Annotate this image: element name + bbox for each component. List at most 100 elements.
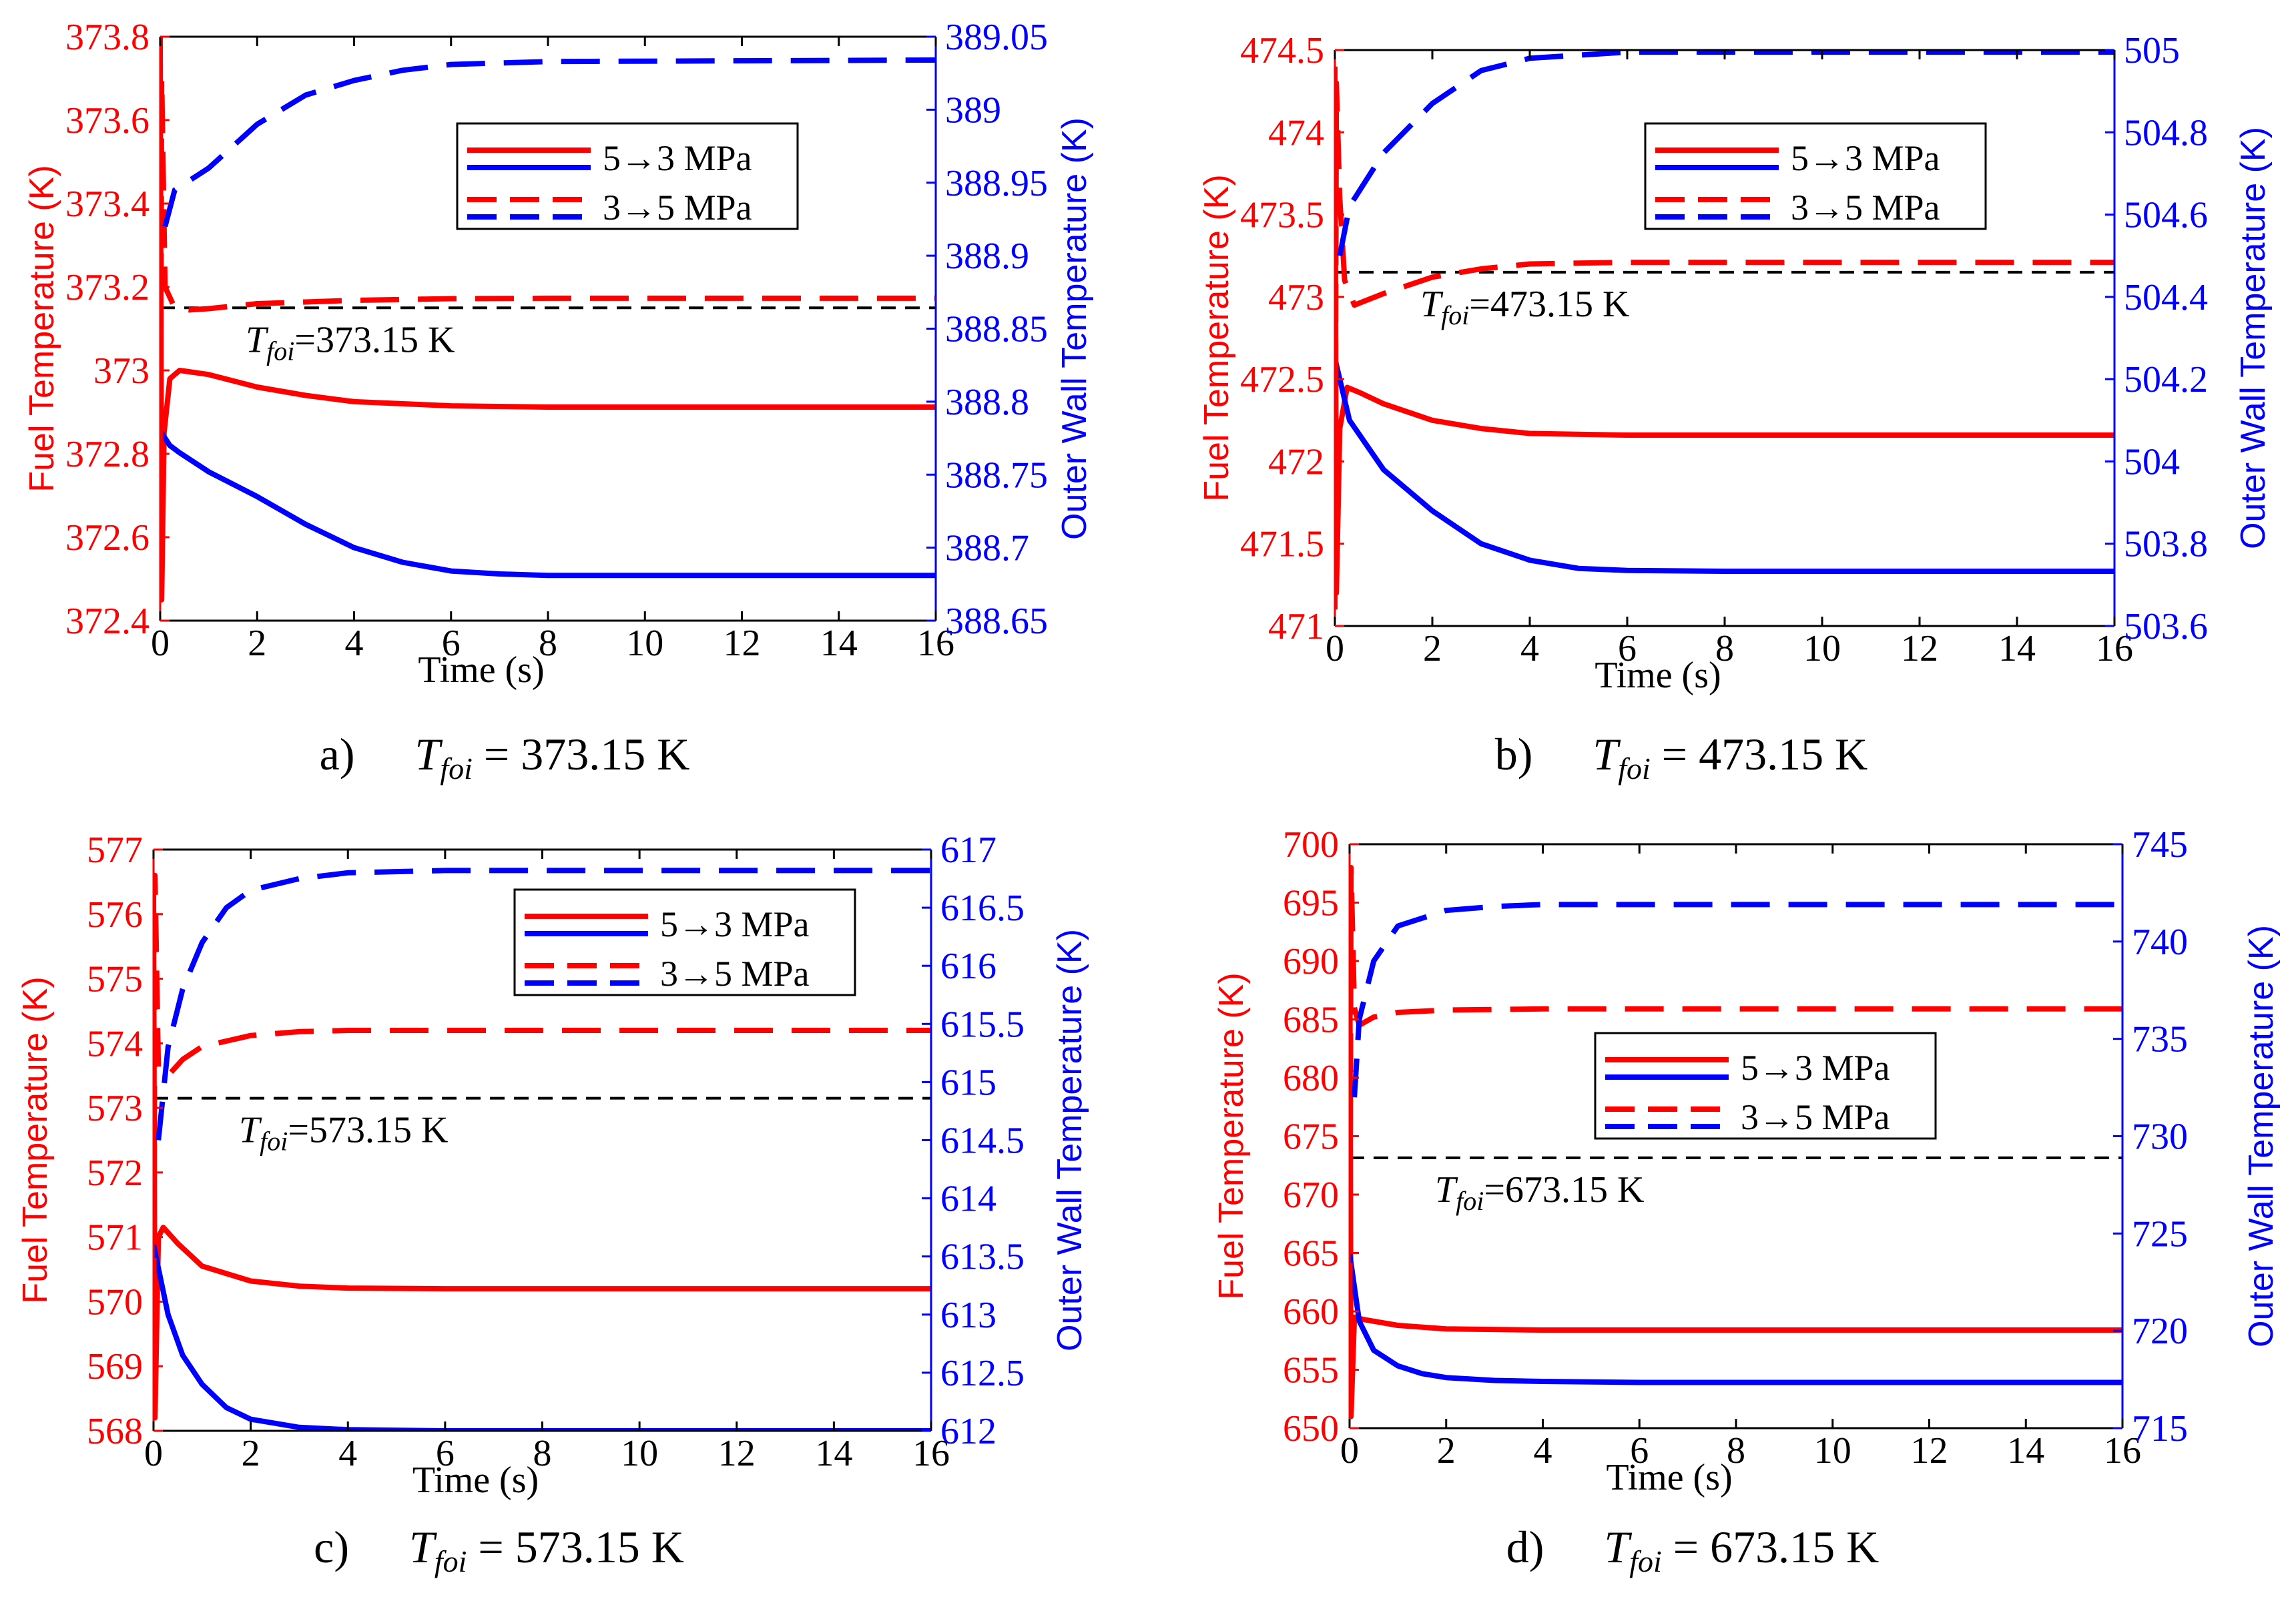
- right-tick-label: 388.95: [945, 163, 1048, 204]
- legend-label: 3→5 MPa: [660, 954, 810, 994]
- left-axis-label: Fuel Temperature (K): [1212, 972, 1251, 1299]
- right-tick-label: 388.75: [945, 454, 1048, 496]
- left-tick-label: 685: [1283, 1000, 1339, 1041]
- left-tick-label: 660: [1283, 1291, 1339, 1333]
- x-tick-label: 14: [2007, 1430, 2044, 1472]
- legend-box: [456, 122, 799, 230]
- series-line: [1335, 358, 2114, 574]
- right-tick-label: 504.6: [2124, 195, 2208, 236]
- caption-subscript: foi: [435, 1544, 467, 1578]
- right-tick-label: 612: [940, 1411, 996, 1452]
- x-tick-label: 14: [815, 1433, 852, 1474]
- x-tick-label: 14: [820, 623, 858, 664]
- x-tick-label: 10: [621, 1433, 658, 1474]
- legend-label: 3→5 MPa: [603, 188, 752, 228]
- series-line: [1350, 1252, 2122, 1385]
- x-tick-label: 8: [1715, 628, 1734, 669]
- right-tick-label: 715: [2132, 1408, 2188, 1450]
- ref-value: =573.15 K: [288, 1110, 448, 1151]
- panel-caption: d) Tfoi = 673.15 K: [1506, 1522, 1880, 1578]
- left-tick-label: 576: [87, 894, 143, 936]
- x-tick-label: 12: [718, 1433, 756, 1474]
- right-tick-label: 504.4: [2124, 277, 2208, 318]
- legend-label: 3→5 MPa: [1741, 1097, 1890, 1137]
- left-tick-label: 575: [87, 959, 143, 1000]
- right-axis-label: Outer Wall Temperature (K): [2242, 925, 2281, 1347]
- right-tick-label: 388.85: [945, 309, 1048, 350]
- left-tick-label: 472: [1268, 441, 1324, 483]
- x-tick-label: 8: [533, 1433, 552, 1474]
- series-line: [162, 57, 936, 228]
- left-tick-label: 472.5: [1240, 359, 1324, 400]
- caption-label: c): [314, 1522, 349, 1572]
- x-tick-label: 6: [1630, 1430, 1649, 1472]
- caption-value: = 573.15 K: [467, 1522, 683, 1572]
- x-tick-label: 16: [912, 1433, 950, 1474]
- series-line: [1335, 66, 2114, 596]
- right-tick-label: 735: [2132, 1019, 2188, 1060]
- left-axis-label: Fuel Temperature (K): [1197, 174, 1236, 501]
- x-tick-label: 12: [1911, 1430, 1948, 1472]
- left-tick-label: 675: [1283, 1116, 1339, 1158]
- series-line: [154, 872, 931, 1412]
- right-tick-label: 745: [2132, 824, 2188, 866]
- x-tick-label: 2: [242, 1433, 260, 1474]
- right-axis-label: Outer Wall Temperature (K): [1051, 929, 1089, 1351]
- series-line: [154, 882, 931, 1421]
- left-tick-label: 569: [87, 1346, 143, 1387]
- right-tick-label: 616.5: [940, 888, 1025, 929]
- x-tick-label: 6: [1618, 628, 1637, 669]
- ref-subscript: foi: [1441, 300, 1469, 330]
- right-axis-label: Outer Wall Temperature (K): [2234, 127, 2273, 549]
- caption-subscript: foi: [1629, 1544, 1662, 1578]
- ref-symbol: T: [1420, 284, 1444, 325]
- left-tick-label: 577: [87, 830, 143, 871]
- chart-panel-d: 0 2 4 6 8 10 12 14 16 650 655 660 665 670 675 680 685 690…: [1212, 824, 2281, 1578]
- x-tick-label: 6: [442, 623, 461, 664]
- right-tick-label: 613: [940, 1295, 996, 1336]
- left-tick-label: 473: [1268, 277, 1324, 318]
- caption-subscript: foi: [440, 751, 473, 785]
- left-axis-label: Fuel Temperature (K): [23, 165, 61, 492]
- legend-box: [1644, 122, 1987, 230]
- left-tick-label: 573: [87, 1088, 143, 1129]
- series-line: [160, 429, 936, 579]
- x-tick-label: 10: [626, 623, 663, 664]
- panel-caption: b) Tfoi = 473.15 K: [1495, 729, 1868, 785]
- left-tick-label: 373.2: [65, 267, 150, 308]
- left-tick-label: 372.8: [65, 434, 150, 475]
- left-tick-label: 372.6: [65, 517, 150, 559]
- right-tick-label: 617: [940, 830, 996, 871]
- right-tick-label: 388.7: [945, 528, 1029, 569]
- right-tick-label: 614.5: [940, 1121, 1025, 1162]
- right-tick-label: 740: [2132, 922, 2188, 963]
- left-tick-label: 570: [87, 1281, 143, 1323]
- caption-value: = 473.15 K: [1651, 729, 1868, 779]
- left-tick-label: 471: [1268, 606, 1324, 647]
- caption-symbol: T: [409, 1522, 437, 1572]
- x-tick-label: 12: [1901, 628, 1938, 669]
- left-tick-label: 473.5: [1240, 195, 1324, 236]
- caption-subscript: foi: [1618, 751, 1651, 785]
- x-tick-label: 14: [1998, 628, 2036, 669]
- series-line: [160, 75, 936, 579]
- right-tick-label: 504.8: [2124, 112, 2208, 153]
- series-line: [1335, 80, 2114, 610]
- reference-label: Tfoi=673.15 K: [1435, 1169, 1644, 1216]
- panel-caption: a) Tfoi = 373.15 K: [320, 729, 690, 785]
- legend: 5→3 MPa 3→5 MPa: [513, 888, 856, 996]
- series-line: [154, 1244, 931, 1431]
- x-tick-label: 4: [1520, 628, 1539, 669]
- ref-subscript: foi: [260, 1127, 288, 1157]
- ref-subscript: foi: [266, 336, 294, 366]
- right-tick-label: 388.8: [945, 382, 1029, 423]
- right-tick-label: 612.5: [940, 1353, 1025, 1394]
- left-tick-label: 372.4: [65, 601, 150, 642]
- caption-label: a): [320, 729, 355, 779]
- x-tick-label: 16: [917, 623, 954, 664]
- legend-label: 5→3 MPa: [603, 138, 752, 178]
- right-tick-label: 613.5: [940, 1237, 1025, 1278]
- x-tick-label: 4: [345, 623, 364, 664]
- x-tick-label: 10: [1814, 1430, 1851, 1472]
